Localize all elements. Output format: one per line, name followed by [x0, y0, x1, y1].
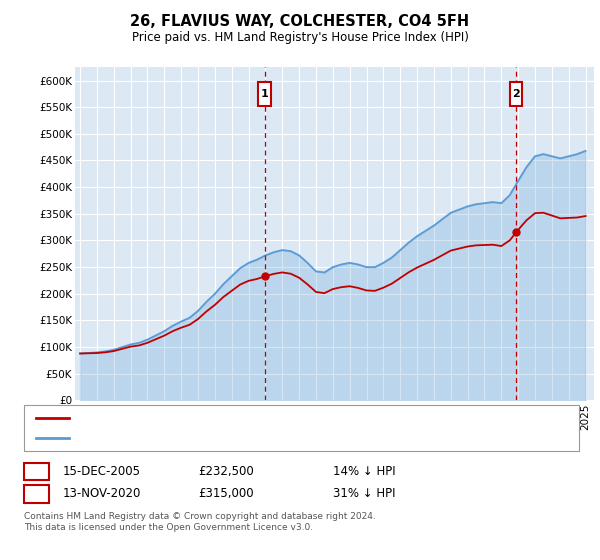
- Text: 2: 2: [33, 489, 40, 499]
- Text: 13-NOV-2020: 13-NOV-2020: [63, 487, 142, 501]
- Text: Price paid vs. HM Land Registry's House Price Index (HPI): Price paid vs. HM Land Registry's House …: [131, 31, 469, 44]
- Text: 26, FLAVIUS WAY, COLCHESTER, CO4 5FH: 26, FLAVIUS WAY, COLCHESTER, CO4 5FH: [130, 14, 470, 29]
- Text: 1: 1: [261, 89, 269, 99]
- Text: £232,500: £232,500: [198, 465, 254, 478]
- Text: 15-DEC-2005: 15-DEC-2005: [63, 465, 141, 478]
- Text: HPI: Average price, detached house, Colchester: HPI: Average price, detached house, Colc…: [75, 433, 324, 443]
- Text: 2: 2: [512, 89, 520, 99]
- Text: 26, FLAVIUS WAY, COLCHESTER, CO4 5FH (detached house): 26, FLAVIUS WAY, COLCHESTER, CO4 5FH (de…: [75, 413, 386, 423]
- Text: 31% ↓ HPI: 31% ↓ HPI: [333, 487, 395, 501]
- FancyBboxPatch shape: [509, 82, 523, 106]
- FancyBboxPatch shape: [259, 82, 271, 106]
- Text: 14% ↓ HPI: 14% ↓ HPI: [333, 465, 395, 478]
- Text: £315,000: £315,000: [198, 487, 254, 501]
- Text: 1: 1: [33, 466, 40, 477]
- Text: Contains HM Land Registry data © Crown copyright and database right 2024.
This d: Contains HM Land Registry data © Crown c…: [24, 512, 376, 532]
